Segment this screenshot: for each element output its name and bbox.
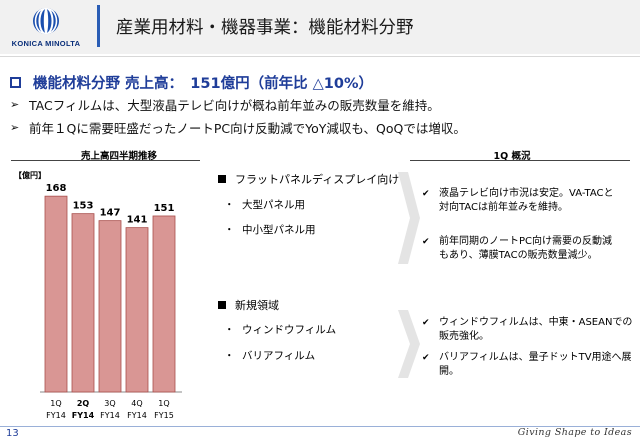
bullet-point: ➢ TACフィルムは、大型液晶テレビ向けが概ね前年並みの販売数量を維持。 xyxy=(10,95,440,114)
dot-bullet: ・ xyxy=(224,350,235,362)
hollow-square-bullet-icon xyxy=(10,77,21,88)
segment-heading-new-fields: 新規領域 xyxy=(218,297,279,313)
bullet-text: 前年１Qに需要旺盛だったノートPC向け反動減でYoY減収も、QoQでは増収。 xyxy=(29,121,466,136)
slide-header: KONICA MINOLTA 産業用材料・機器事業：機能材料分野 xyxy=(0,0,640,54)
sales-headline-text: 機能材料分野 売上高： 151億円（前年比 △10%） xyxy=(33,76,373,92)
segment-item: ・大型パネル用 xyxy=(218,197,305,212)
arrow-bullet-icon: ➢ xyxy=(10,98,20,111)
bar-1Q-FY14 xyxy=(44,195,68,393)
segment-item-text: 中小型パネル用 xyxy=(242,224,316,236)
checkmark-icon: ✔ xyxy=(422,237,430,247)
x-tick-quarter-label: 1Q xyxy=(50,399,61,408)
summary-point: ✔ 液晶テレビ向け市況は安定。VA-TACと 対向TACは前年並みを維持。 xyxy=(422,187,614,215)
summary-line: 対向TACは前年並みを維持。 xyxy=(439,202,568,213)
dot-bullet: ・ xyxy=(224,224,235,236)
summary-line: バリアフィルムは、量子ドットTV用途へ展 xyxy=(439,352,632,363)
summary-point: ✔ 前年同期のノートPC向け需要の反動減 もあり、薄膜TACの販売数量減少。 xyxy=(422,235,612,263)
checkmark-icon: ✔ xyxy=(422,353,430,363)
square-bullet-icon xyxy=(218,301,226,309)
segment-item: ・バリアフィルム xyxy=(218,348,315,363)
chart-title-underline xyxy=(11,160,200,161)
segment-item: ・ウィンドウフィルム xyxy=(218,322,336,337)
segment-item-text: 大型パネル用 xyxy=(242,199,305,211)
x-tick-quarter-label: 2Q xyxy=(77,399,90,408)
segment-item-text: バリアフィルム xyxy=(242,350,316,362)
summary-title: 1Q 概況 xyxy=(493,151,531,162)
sales-headline: 機能材料分野 売上高： 151億円（前年比 △10%） xyxy=(10,72,373,93)
bar-value-label: 151 xyxy=(154,203,175,214)
globe-logo-icon xyxy=(33,8,59,34)
company-logo: KONICA MINOLTA xyxy=(4,2,88,52)
footer-tagline: Giving Shape to Ideas xyxy=(517,427,632,438)
dot-bullet: ・ xyxy=(224,199,235,211)
bullet-text: TACフィルムは、大型液晶テレビ向けが概ね前年並みの販売数量を維持。 xyxy=(29,98,440,113)
bar-4Q-FY14 xyxy=(125,227,149,393)
square-bullet-icon xyxy=(218,175,226,183)
segment-heading-text: フラットパネルディスプレイ向け xyxy=(235,173,400,186)
dot-bullet: ・ xyxy=(224,324,235,336)
chevron-right-icon xyxy=(398,172,420,264)
x-tick-fiscal-year-label: FY15 xyxy=(154,411,174,420)
summary-line: 液晶テレビ向け市況は安定。VA-TACと xyxy=(439,188,614,199)
bullet-point: ➢ 前年１Qに需要旺盛だったノートPC向け反動減でYoY減収も、QoQでは増収。 xyxy=(10,118,466,137)
logo-wordmark: KONICA MINOLTA xyxy=(11,39,81,48)
checkmark-icon: ✔ xyxy=(422,189,430,199)
summary-line: もあり、薄膜TACの販売数量減少。 xyxy=(439,250,598,261)
summary-line: 前年同期のノートPC向け需要の反動減 xyxy=(439,236,613,247)
x-tick-fiscal-year-label: FY14 xyxy=(46,411,66,420)
summary-line: ウィンドウフィルムは、中東・ASEANでの xyxy=(439,317,633,328)
header-divider xyxy=(0,56,640,57)
segment-heading-flat-panel: フラットパネルディスプレイ向け xyxy=(218,171,399,187)
bar-value-label: 147 xyxy=(100,208,121,219)
summary-title-underline xyxy=(410,160,630,161)
bar-value-label: 168 xyxy=(46,183,67,194)
slide-title: 産業用材料・機器事業：機能材料分野 xyxy=(116,18,414,38)
bar-1Q-FY15 xyxy=(152,215,176,393)
checkmark-icon: ✔ xyxy=(422,318,430,328)
segment-heading-text: 新規領域 xyxy=(235,299,279,312)
x-tick-fiscal-year-label: FY14 xyxy=(127,411,147,420)
footer-divider xyxy=(0,426,640,427)
x-tick-quarter-label: 1Q xyxy=(158,399,169,408)
bar-value-label: 141 xyxy=(127,215,148,226)
bar-3Q-FY14 xyxy=(98,220,122,393)
summary-line: 販売強化。 xyxy=(439,331,489,342)
segment-item: ・中小型パネル用 xyxy=(218,222,316,237)
page-number: 13 xyxy=(6,428,19,439)
chart-unit-label: 【億円】 xyxy=(14,170,46,180)
bar-value-label: 153 xyxy=(73,201,94,212)
summary-point: ✔ ウィンドウフィルムは、中東・ASEANでの 販売強化。 xyxy=(422,316,632,344)
summary-point: ✔ バリアフィルムは、量子ドットTV用途へ展 開。 xyxy=(422,351,632,379)
chevron-right-icon xyxy=(398,310,420,378)
summary-line: 開。 xyxy=(439,366,459,377)
x-tick-fiscal-year-label: FY14 xyxy=(72,411,95,420)
bar-2Q-FY14 xyxy=(71,213,95,393)
arrow-bullet-icon: ➢ xyxy=(10,121,20,134)
x-tick-quarter-label: 3Q xyxy=(104,399,115,408)
chart-title: 売上高四半期推移 xyxy=(80,151,157,162)
segment-item-text: ウィンドウフィルム xyxy=(242,324,337,336)
x-tick-fiscal-year-label: FY14 xyxy=(100,411,120,420)
title-accent-bar xyxy=(97,5,100,47)
quarterly-sales-bar-chart: 【億円】 168 1Q FY14 153 2Q FY14 147 3Q FY14 141 4Q FY1… xyxy=(14,170,182,420)
x-tick-quarter-label: 4Q xyxy=(131,399,142,408)
